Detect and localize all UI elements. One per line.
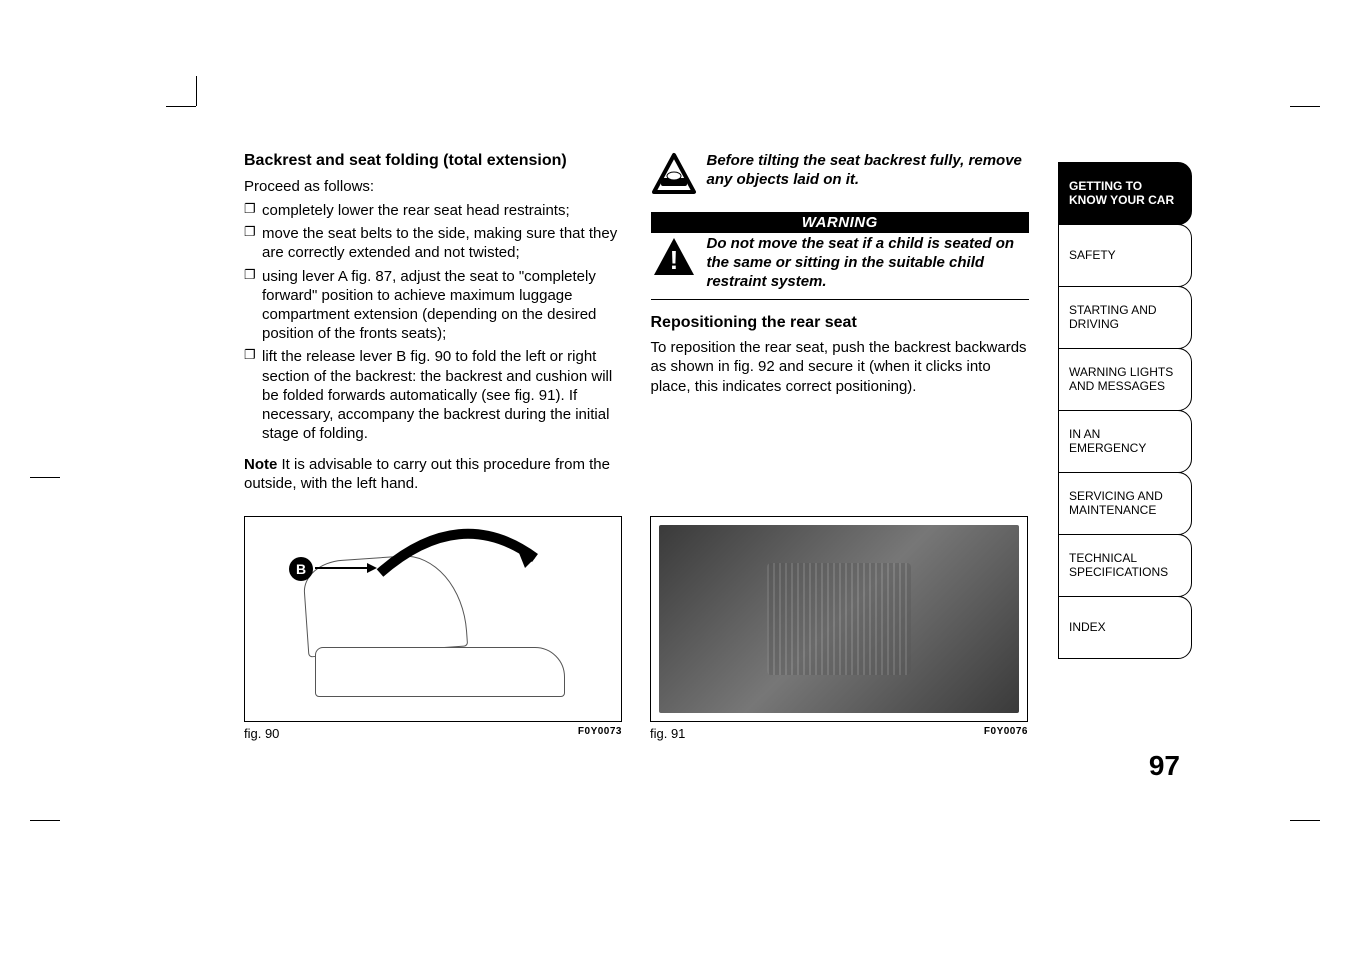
svg-text:!: ! [669,245,678,275]
figure-code: F0Y0073 [578,726,622,741]
page-number: 97 [1149,750,1180,782]
warning-triangle-icon: ! [651,235,697,281]
list-item: completely lower the rear seat head rest… [244,201,623,220]
tab-starting-driving[interactable]: STARTING ANDDRIVING [1058,286,1192,349]
callout-label-b: B [289,557,313,581]
tab-technical-specs[interactable]: TECHNICALSPECIFICATIONS [1058,534,1192,597]
note-paragraph: Note It is advisable to carry out this p… [244,455,623,493]
list-item: lift the release lever B fig. 90 to fold… [244,347,623,443]
section-tabs: GETTING TOKNOW YOUR CAR SAFETY STARTING … [1058,162,1192,658]
tab-safety[interactable]: SAFETY [1058,224,1192,287]
note-label: Note [244,456,277,473]
tab-label: SERVICING ANDMAINTENANCE [1069,490,1163,518]
lead-text: Proceed as follows: [244,178,623,195]
page-root: Backrest and seat folding (total extensi… [0,0,1350,954]
subsection-text: To reposition the rear seat, push the ba… [651,338,1030,396]
crop-mark [196,76,197,106]
info-callout: Before tilting the seat backrest fully, … [651,152,1030,198]
list-item: move the seat belts to the side, making … [244,224,623,262]
tab-label: INDEX [1069,621,1106,635]
section-heading: Backrest and seat folding (total extensi… [244,152,623,170]
figure-caption-text: fig. 90 [244,726,279,741]
tab-label: TECHNICALSPECIFICATIONS [1069,552,1168,580]
crop-mark [166,106,196,107]
procedure-list: completely lower the rear seat head rest… [244,201,623,443]
list-item: using lever A fig. 87, adjust the seat t… [244,267,623,344]
callout-arrow [315,567,375,569]
warning-banner: WARNING [651,212,1030,233]
tab-label: SAFETY [1069,249,1116,263]
tab-label: IN AN EMERGENCY [1069,428,1181,456]
tab-servicing[interactable]: SERVICING ANDMAINTENANCE [1058,472,1192,535]
content-columns: Backrest and seat folding (total extensi… [244,152,1029,494]
figures-row: B fig. 90 F0Y0073 fig. 91 F0Y0076 [244,516,1029,741]
tab-know-your-car[interactable]: GETTING TOKNOW YOUR CAR [1058,162,1192,225]
tab-label: WARNING LIGHTSAND MESSAGES [1069,366,1173,394]
figure-90-image: B [244,516,622,722]
note-text: It is advisable to carry out this proced… [244,456,610,492]
tab-index[interactable]: INDEX [1058,596,1192,659]
figure-91: fig. 91 F0Y0076 [650,516,1028,741]
motion-arrow-icon [375,523,545,583]
figure-91-image [650,516,1028,722]
left-column: Backrest and seat folding (total extensi… [244,152,623,494]
divider [651,299,1030,300]
figure-91-caption: fig. 91 F0Y0076 [650,726,1028,741]
crop-mark [1290,106,1320,107]
info-triangle-icon [651,152,697,198]
right-column: Before tilting the seat backrest fully, … [651,152,1030,494]
warning-callout: WARNING ! Do not move the seat if a chil… [651,212,1030,291]
crop-mark [30,477,60,478]
subsection-heading: Repositioning the rear seat [651,314,1030,332]
tab-warning-lights[interactable]: WARNING LIGHTSAND MESSAGES [1058,348,1192,411]
info-text: Before tilting the seat backrest fully, … [707,152,1030,190]
crop-mark [1290,820,1320,821]
figure-code: F0Y0076 [984,726,1028,741]
figure-90-caption: fig. 90 F0Y0073 [244,726,622,741]
warning-text: Do not move the seat if a child is seate… [707,235,1030,291]
tab-emergency[interactable]: IN AN EMERGENCY [1058,410,1192,473]
tab-label: GETTING TOKNOW YOUR CAR [1069,180,1174,208]
figure-90: B fig. 90 F0Y0073 [244,516,622,741]
figure-caption-text: fig. 91 [650,726,685,741]
tab-label: STARTING ANDDRIVING [1069,304,1157,332]
crop-mark [30,820,60,821]
